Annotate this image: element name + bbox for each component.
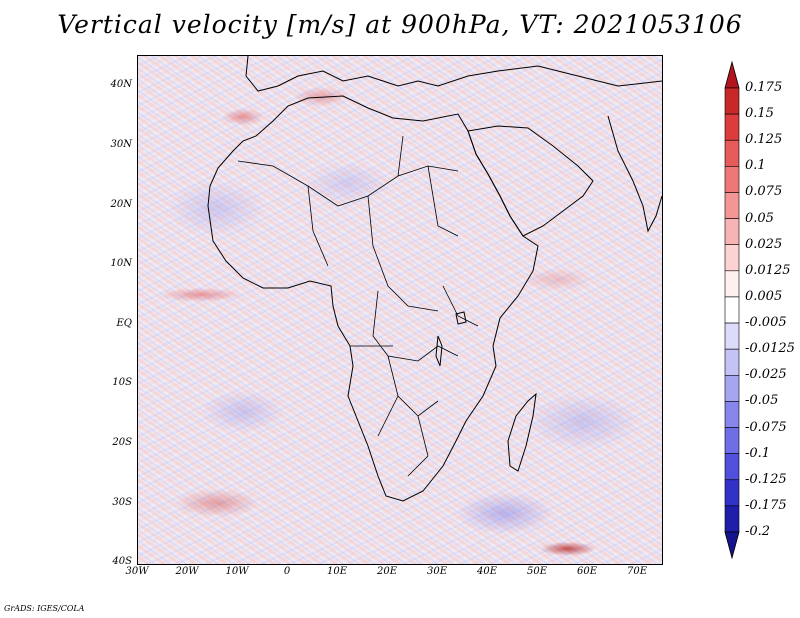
colorbar-label: 0.125 — [745, 132, 783, 148]
colorbar-swatch — [724, 139, 740, 167]
grads-credit: GrADS: IGES/COLA — [4, 604, 85, 613]
colorbar-swatch — [724, 453, 740, 481]
arabia-coastline — [467, 125, 594, 237]
colorbar-swatch — [724, 192, 740, 219]
colorbar-label: -0.1 — [745, 445, 771, 461]
lon-label-0: 0 — [283, 566, 291, 577]
lake-tanganyika — [435, 335, 443, 367]
lon-label-10w: 10W — [225, 566, 249, 577]
colorbar-swatch — [724, 505, 740, 533]
coastline-map — [207, 56, 662, 502]
colorbar — [724, 60, 740, 560]
colorbar-swatch — [724, 479, 740, 507]
lat-label-30n: 30N — [110, 139, 132, 150]
lat-label-20n: 20N — [110, 199, 132, 210]
lon-label-10e: 10E — [326, 566, 348, 577]
lon-label-20w: 20W — [175, 566, 199, 577]
lon-label-30e: 30E — [426, 566, 448, 577]
colorbar-label: -0.005 — [745, 315, 787, 331]
lon-label-30w: 30W — [125, 566, 149, 577]
lat-label-10s: 10S — [112, 377, 132, 388]
lon-label-50e: 50E — [526, 566, 548, 577]
europe-coastline — [245, 56, 662, 92]
lon-label-60e: 60E — [576, 566, 598, 577]
colorbar-label: 0.025 — [745, 236, 783, 252]
colorbar-label: 0.15 — [745, 106, 774, 122]
colorbar-label: -0.025 — [745, 367, 787, 383]
lon-label-20e: 20E — [376, 566, 398, 577]
colorbar-swatch — [724, 270, 740, 298]
lat-label-20s: 20S — [112, 437, 132, 448]
colorbar-label: -0.2 — [745, 524, 771, 539]
colorbar-swatch — [724, 296, 740, 324]
colorbar-label: 0.05 — [745, 210, 774, 226]
lon-label-70e: 70E — [626, 566, 648, 577]
lon-label-40e: 40E — [476, 566, 498, 577]
country-borders — [237, 135, 479, 477]
colorbar-swatch — [724, 348, 740, 376]
colorbar-label: -0.075 — [745, 419, 787, 435]
colorbar-label: -0.0125 — [745, 341, 795, 357]
lat-label-10n: 10N — [110, 258, 132, 269]
colorbar-label: -0.175 — [745, 497, 787, 513]
colorbar-swatch — [724, 244, 740, 272]
africa-coastline — [207, 95, 539, 502]
lat-label-40n: 40N — [110, 79, 132, 90]
colorbar-label: 0.1 — [745, 158, 766, 174]
colorbar-swatch — [724, 166, 740, 193]
colorbar-swatch — [724, 87, 740, 115]
colorbar-label: 0.175 — [745, 80, 783, 95]
lake-victoria — [455, 311, 467, 325]
colorbar-label: 0.005 — [745, 288, 783, 304]
lat-label-40s: 40S — [112, 556, 132, 567]
lat-label-eq: EQ — [116, 318, 133, 329]
colorbar-bottom-arrow — [724, 531, 740, 560]
colorbar-label: 0.0125 — [745, 262, 791, 278]
colorbar-label: -0.125 — [745, 471, 787, 487]
madagascar-coastline — [507, 392, 537, 472]
colorbar-swatch — [724, 427, 740, 454]
map-title: Vertical velocity [m/s] at 900hPa, VT: 2… — [57, 10, 743, 39]
colorbar-label: -0.05 — [745, 393, 779, 409]
colorbar-swatch — [724, 374, 740, 402]
colorbar-swatch — [724, 322, 740, 350]
colorbar-label: 0.075 — [745, 184, 783, 200]
colorbar-top-arrow — [724, 60, 740, 89]
colorbar-swatch — [724, 401, 740, 428]
map-plot-area — [137, 55, 663, 565]
colorbar-swatch — [724, 113, 740, 141]
colorbar-swatch — [724, 218, 740, 246]
lat-label-30s: 30S — [112, 497, 132, 508]
india-coastline — [607, 115, 662, 233]
